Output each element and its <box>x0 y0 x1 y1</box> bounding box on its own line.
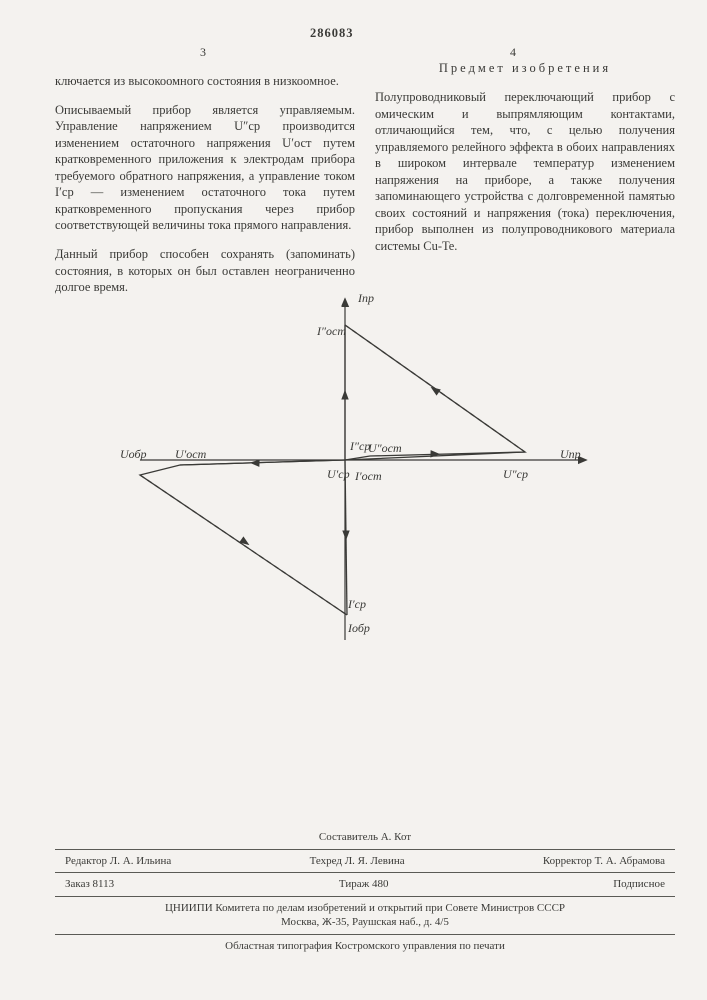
corrector: Корректор Т. А. Абрамова <box>543 854 665 869</box>
chart-labels: IпрI″остI″срUобрU′остU″остU′срU″срUпрI′о… <box>120 291 581 635</box>
axis-label: Iобр <box>347 621 370 635</box>
techred: Техред Л. Я. Левина <box>310 854 405 869</box>
flow-arrow-icon <box>343 531 349 539</box>
axis-label: Iпр <box>357 291 374 305</box>
axis-label: Uпр <box>560 447 581 461</box>
footer-block: Составитель А. Кот Редактор Л. А. Ильина… <box>55 830 675 953</box>
axis-label: Uобр <box>120 447 147 461</box>
editor: Редактор Л. А. Ильина <box>65 854 171 869</box>
document-number: 286083 <box>310 25 354 42</box>
axis-label: U′ср <box>327 467 350 481</box>
axis-label: U″ост <box>368 441 402 455</box>
paragraph: Полупроводниковый переключающий прибор с… <box>375 89 675 254</box>
page-number-right: 4 <box>510 45 516 61</box>
axis-label: I′ост <box>354 469 382 483</box>
page-number-left: 3 <box>200 45 206 61</box>
section-heading: Предмет изобретения <box>375 60 675 77</box>
print-line: Областная типография Костромского управл… <box>55 939 675 954</box>
iv-characteristic-chart: IпрI″остI″срUобрU′остU″остU′срU″срUпрI′о… <box>85 280 645 660</box>
axis-label: U′ост <box>175 447 207 461</box>
paragraph: Описываемый прибор является управляемым.… <box>55 102 355 234</box>
paragraph: ключается из высокоомного состояния в ни… <box>55 73 355 90</box>
axis-label: I′ср <box>347 597 366 611</box>
org-line-2: Москва, Ж-35, Раушская наб., д. 4/5 <box>55 915 675 930</box>
right-column: Предмет изобретения Полупроводниковый пе… <box>375 60 675 267</box>
axis-label: I″ост <box>316 324 346 338</box>
org-line-1: ЦНИИПИ Комитета по делам изобретений и о… <box>55 901 675 916</box>
sign: Подписное <box>613 877 665 892</box>
tirazh: Тираж 480 <box>339 877 389 892</box>
flow-arrow-icon <box>342 391 348 399</box>
compiler-line: Составитель А. Кот <box>55 830 675 845</box>
axis-label: U″ср <box>503 467 528 481</box>
left-column: ключается из высокоомного состояния в ни… <box>55 60 355 308</box>
flow-arrow-icon <box>251 460 259 466</box>
direction-arrows <box>240 385 440 547</box>
order: Заказ 8113 <box>65 877 114 892</box>
